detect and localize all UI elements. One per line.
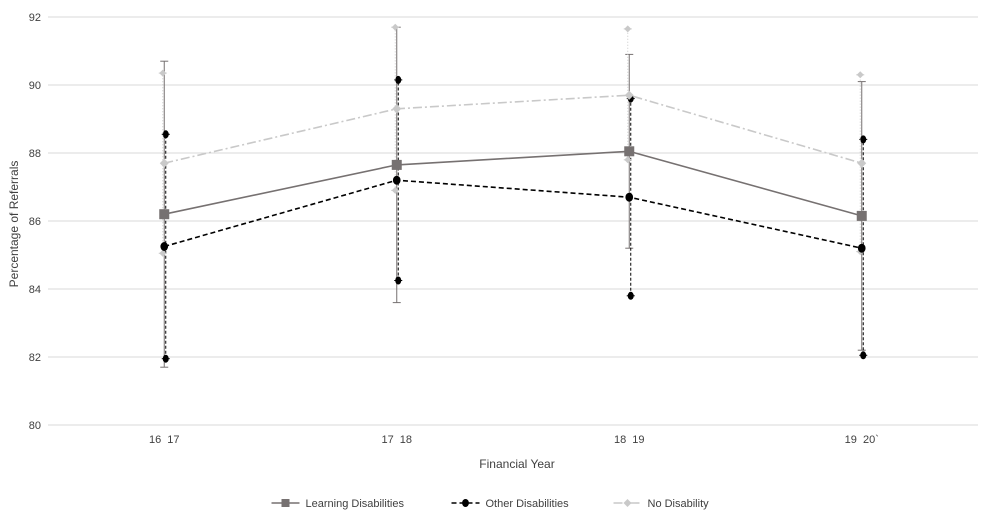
- y-tick-label: 82: [29, 352, 41, 364]
- data-point: [624, 90, 634, 100]
- error-bar-end-marker: [391, 23, 399, 31]
- legend: Learning Disabilities Other Disabilities N…: [271, 498, 710, 510]
- data-point: [392, 104, 402, 114]
- y-tick-label: 80: [29, 420, 41, 432]
- data-point: [391, 159, 402, 170]
- data-point: [857, 158, 867, 168]
- error-bar-end-marker: [395, 276, 402, 285]
- legend-marker: [281, 499, 290, 507]
- gridlines: [48, 16, 978, 426]
- error-bars: [158, 23, 868, 368]
- x-tick-label: 16 17: [149, 434, 180, 446]
- x-axis-title: Financial Year: [479, 457, 554, 471]
- legend-label: Learning Disabilities: [306, 498, 405, 510]
- legend-label: No Disability: [648, 498, 710, 510]
- legend-label: Other Disabilities: [486, 498, 570, 510]
- legend-marker: [623, 499, 632, 507]
- legend-item: Learning Disabilities: [271, 498, 405, 510]
- data-point: [624, 146, 635, 157]
- data-point: [857, 243, 866, 253]
- error-bar-end-marker: [162, 354, 169, 363]
- data-point: [856, 210, 867, 221]
- series-line: [164, 150, 862, 217]
- series-line: [164, 94, 862, 164]
- error-bar-end-marker: [159, 249, 167, 257]
- y-tick-label: 88: [29, 148, 41, 160]
- series-line: [164, 179, 862, 249]
- data-point: [159, 158, 169, 168]
- legend-item: No Disability: [613, 498, 710, 510]
- y-axis-title: Percentage of Referrals: [7, 161, 21, 288]
- y-tick-label: 92: [29, 12, 41, 24]
- data-point: [625, 192, 634, 202]
- error-bar-end-marker: [860, 135, 867, 144]
- x-tick-label: 17 18: [381, 434, 412, 446]
- data-point: [160, 242, 169, 251]
- error-bar-end-marker: [159, 69, 167, 77]
- error-bar-end-marker: [860, 351, 867, 360]
- error-bar-end-marker: [395, 75, 402, 84]
- error-bar-end-marker: [162, 130, 169, 139]
- data-point: [392, 175, 401, 185]
- y-tick-label: 90: [29, 80, 41, 92]
- x-tick-label: 19 20`: [845, 434, 879, 446]
- legend-marker: [462, 499, 469, 507]
- y-tick-label: 86: [29, 216, 41, 228]
- series-lines: [164, 94, 862, 249]
- x-tick-labels: 16 17 17 18 18 19 19 20`: [149, 434, 879, 446]
- error-bar-end-marker: [627, 291, 634, 300]
- error-bar-end-marker: [624, 25, 632, 33]
- series-markers: [159, 90, 867, 253]
- data-point: [159, 209, 170, 220]
- x-tick-label: 18 19: [614, 434, 645, 446]
- error-bar-end-marker: [391, 186, 399, 194]
- error-bar-end-marker: [856, 71, 864, 79]
- error-bar-end-marker: [624, 156, 632, 164]
- y-tick-label: 84: [29, 284, 41, 296]
- y-tick-labels: 80 82 84 86 88 90 92: [29, 12, 41, 432]
- legend-item: Other Disabilities: [451, 498, 570, 510]
